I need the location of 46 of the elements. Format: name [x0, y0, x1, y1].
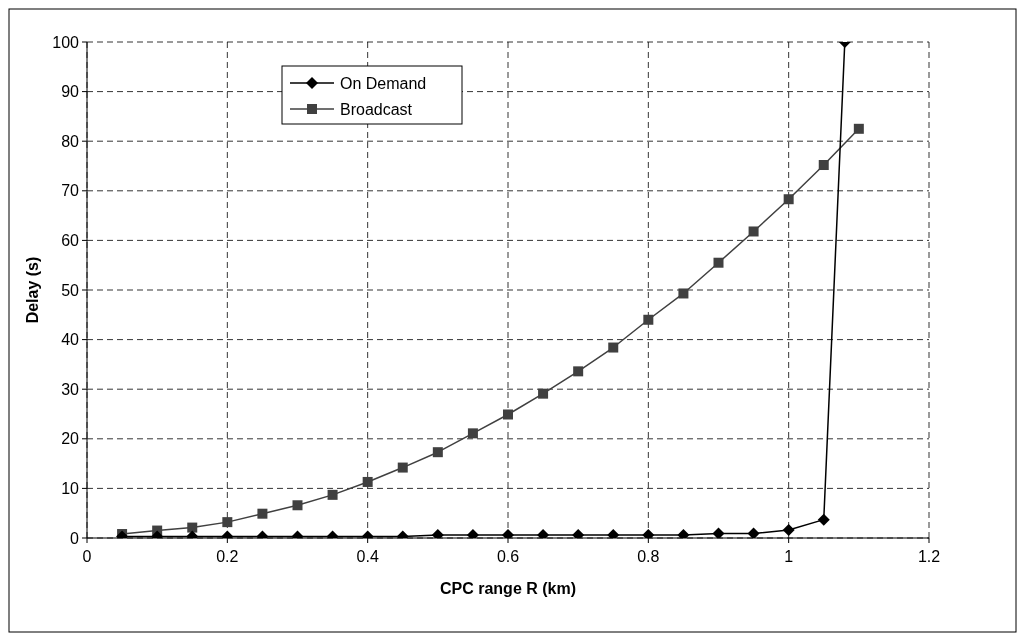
point	[573, 366, 584, 377]
point	[327, 489, 338, 500]
point	[432, 447, 443, 458]
point	[748, 226, 759, 237]
x-tick-label: 0	[82, 548, 92, 565]
y-tick-label: 70	[61, 182, 80, 200]
point	[362, 476, 373, 487]
point	[712, 527, 725, 538]
x-tick-label: 0.8	[637, 548, 660, 565]
point	[782, 524, 795, 537]
point	[783, 194, 794, 205]
y-tick-label: 90	[61, 83, 80, 101]
point	[747, 527, 760, 538]
x-tick-label: 1	[784, 548, 794, 565]
y-tick-label: 40	[61, 331, 80, 349]
point	[643, 314, 654, 325]
y-tick-label: 60	[61, 232, 80, 249]
x-tick-label: 0.2	[216, 548, 239, 565]
point	[397, 462, 408, 473]
y-axis-title: Delay (s)	[24, 256, 41, 324]
point	[678, 288, 689, 299]
point	[817, 513, 830, 526]
x-tick-label: 1.2	[917, 548, 941, 565]
point	[503, 409, 513, 420]
point	[292, 500, 303, 511]
x-axis-title: CPC range R (km)	[439, 580, 577, 597]
legend-label: Broadcast	[340, 100, 413, 118]
y-tick-label: 10	[61, 480, 80, 497]
y-tick-label: 50	[61, 281, 80, 299]
point	[538, 388, 549, 399]
y-tick-label: 20	[61, 430, 80, 448]
y-tick-label: 100	[52, 33, 80, 51]
y-tick-label: 0	[70, 529, 80, 547]
legend-label: On Demand	[340, 74, 427, 92]
point	[187, 522, 198, 533]
point	[467, 428, 478, 439]
y-tick-label: 30	[61, 380, 80, 398]
point	[713, 257, 724, 268]
point	[853, 123, 864, 134]
point	[257, 508, 268, 519]
x-tick-label: 0.4	[356, 548, 379, 565]
y-tick-label: 80	[61, 132, 80, 150]
point	[222, 517, 233, 528]
x-tick-label: 0.6	[496, 548, 520, 565]
point	[818, 160, 829, 171]
point	[608, 342, 619, 353]
